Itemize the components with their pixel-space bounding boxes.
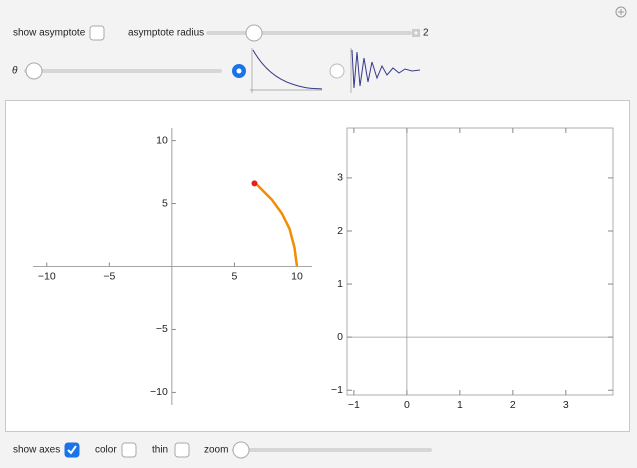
y-tick-label: 1 bbox=[337, 278, 343, 290]
y-tick-label: −10 bbox=[150, 386, 168, 398]
thumbnail-oscillation[interactable] bbox=[350, 48, 421, 93]
plot-frame bbox=[346, 127, 614, 396]
expand-icon bbox=[414, 31, 418, 35]
thumbnail-decay[interactable] bbox=[250, 48, 323, 93]
output-pane bbox=[5, 100, 630, 432]
x-tick-label: 5 bbox=[232, 270, 238, 282]
label: show asymptote bbox=[13, 28, 86, 39]
slider-thumb[interactable] bbox=[25, 62, 43, 80]
checkbox[interactable] bbox=[89, 25, 105, 41]
options-button[interactable] bbox=[615, 6, 627, 18]
checkbox[interactable] bbox=[121, 442, 137, 458]
x-tick-label: −10 bbox=[38, 270, 56, 282]
x-tick-label: 3 bbox=[563, 399, 569, 411]
value: 2 bbox=[423, 28, 429, 39]
thumb-curve bbox=[252, 49, 323, 90]
point bbox=[251, 180, 258, 187]
label: thin bbox=[152, 445, 168, 456]
options-icon bbox=[618, 9, 624, 15]
y-tick-label: 5 bbox=[162, 197, 168, 209]
x-tick-label: 10 bbox=[291, 270, 303, 282]
x-tick-label: −1 bbox=[348, 399, 360, 411]
y-tick-label: 0 bbox=[337, 331, 343, 343]
checkmark bbox=[67, 445, 77, 455]
x-tick-label: 0 bbox=[404, 399, 410, 411]
label: show axes bbox=[13, 445, 60, 456]
label: asymptote radius bbox=[128, 28, 204, 39]
y-tick-label: 2 bbox=[337, 225, 343, 237]
thumb-curve bbox=[351, 49, 421, 89]
x-tick-label: −5 bbox=[103, 270, 115, 282]
x-tick-label: 2 bbox=[510, 399, 516, 411]
radio[interactable] bbox=[329, 63, 345, 79]
radio-dot bbox=[236, 68, 242, 74]
label: θ bbox=[12, 66, 18, 77]
x-tick-label: 1 bbox=[457, 399, 463, 411]
y-tick-label: 3 bbox=[337, 172, 343, 184]
label: zoom bbox=[204, 445, 228, 456]
curve bbox=[254, 182, 299, 267]
y-tick-label: 10 bbox=[156, 134, 168, 146]
checkbox[interactable] bbox=[174, 442, 190, 458]
slider-thumb[interactable] bbox=[232, 441, 250, 459]
y-tick-label: −5 bbox=[156, 323, 168, 335]
label: color bbox=[95, 445, 117, 456]
slider-thumb[interactable] bbox=[245, 24, 263, 42]
y-tick-label: −1 bbox=[331, 384, 343, 396]
